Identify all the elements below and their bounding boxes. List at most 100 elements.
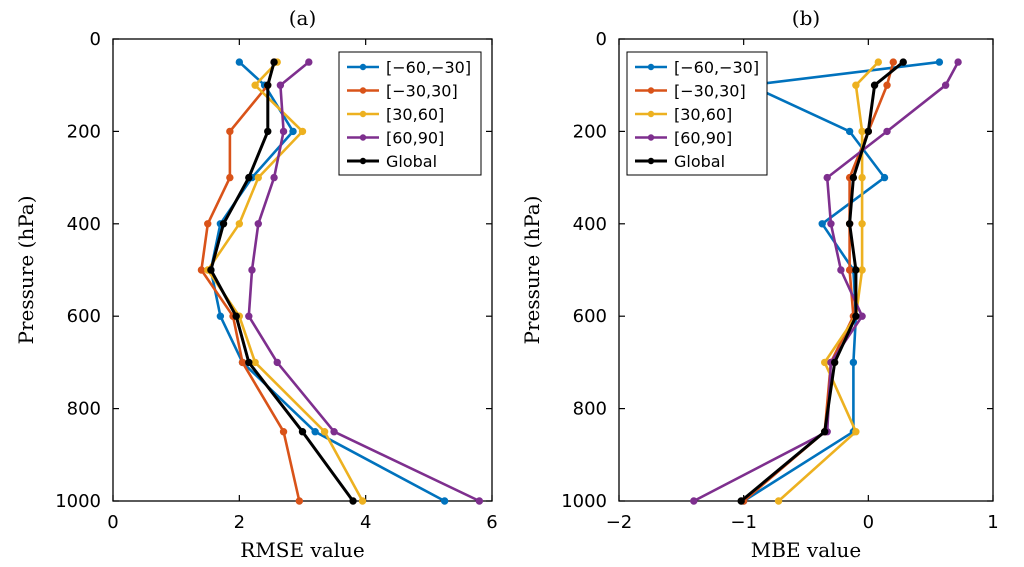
data-point [852, 266, 860, 274]
x-tick-label: 6 [486, 512, 497, 533]
series-line [740, 60, 905, 503]
legend-entry: [−60,−30] [386, 58, 471, 77]
data-point [858, 173, 866, 182]
data-point [883, 81, 891, 89]
data-point [349, 497, 357, 505]
y-tick-label: 200 [67, 121, 101, 142]
data-point [298, 127, 307, 136]
data-point [475, 497, 484, 505]
data-point [852, 428, 860, 436]
data-point [232, 312, 240, 320]
data-point [358, 497, 367, 505]
legend: [−60,−30] [−30,30] [30,60] [60,90] Global [626, 51, 768, 176]
legend-entry: [−30,30] [674, 82, 746, 101]
data-point [219, 220, 228, 228]
x-tick-label: 1 [987, 512, 998, 533]
y-axis-label: Pressure (hPa) [520, 196, 544, 345]
data-point [207, 266, 215, 274]
series-line [743, 60, 940, 503]
data-point [235, 220, 244, 228]
data-point [226, 127, 234, 136]
plot-frame [618, 38, 994, 502]
data-point [276, 81, 285, 89]
data-point [849, 173, 858, 182]
data-point [845, 127, 854, 136]
panel-title: (b) [792, 6, 820, 30]
y-tick-label: 400 [67, 214, 101, 235]
legend-marker [359, 63, 367, 71]
y-tick-label: 0 [90, 29, 101, 50]
x-tick-label: 2 [234, 512, 245, 533]
y-tick-label: 1000 [561, 491, 607, 512]
data-point [216, 312, 225, 320]
data-point [845, 266, 854, 274]
series-line [777, 61, 880, 502]
legend-entry: [60,90] [674, 129, 732, 148]
data-point [245, 312, 253, 320]
data-point [238, 358, 247, 367]
series-line [209, 61, 355, 502]
data-point [226, 173, 234, 182]
series-1 [197, 58, 304, 505]
legend-marker [359, 110, 367, 118]
y-tick-label: 0 [596, 29, 607, 50]
data-point [941, 81, 950, 89]
data-point [264, 127, 272, 136]
data-point [858, 220, 866, 228]
data-point [279, 127, 288, 136]
data-point [690, 497, 698, 505]
data-point [270, 173, 278, 182]
data-point [883, 127, 891, 136]
panel-title: (a) [289, 6, 317, 30]
data-point [289, 127, 297, 136]
data-point [305, 58, 313, 66]
data-point [251, 358, 259, 367]
data-point [320, 428, 329, 436]
data-point [823, 173, 831, 182]
data-point [298, 428, 307, 436]
series-line [206, 61, 364, 502]
y-tick-label: 600 [67, 306, 101, 327]
data-point [440, 497, 449, 505]
series-2 [774, 58, 883, 505]
legend-entry: [30,60] [674, 105, 732, 124]
legend-marker [359, 134, 367, 141]
data-point [821, 428, 829, 436]
chart-panel-1: −2 −1 0 1 0 200 400 600 800 1000 (b) MBE value Press… [520, 6, 999, 562]
data-point [245, 358, 253, 367]
data-point [874, 58, 883, 66]
x-axis-label: MBE value [751, 538, 861, 562]
data-point [852, 312, 860, 320]
data-point [254, 220, 262, 228]
legend-marker [647, 63, 655, 71]
legend-entry: Global [674, 152, 725, 171]
data-point [254, 173, 262, 182]
data-point [935, 58, 944, 66]
data-point [251, 81, 259, 89]
x-tick-label: 4 [360, 512, 371, 533]
series-3 [245, 58, 484, 505]
data-point [245, 173, 253, 182]
x-tick-label: −1 [730, 512, 757, 533]
x-axis-label: RMSE value [240, 538, 365, 562]
x-tick-label: −2 [606, 512, 633, 533]
data-point [889, 58, 897, 66]
series-4 [737, 58, 907, 505]
data-point [204, 220, 212, 228]
data-point [858, 312, 866, 320]
data-point [899, 58, 907, 66]
series-line [200, 61, 301, 502]
series-0 [739, 58, 944, 505]
data-point [311, 428, 319, 436]
legend-marker [359, 157, 367, 165]
data-point [197, 266, 206, 274]
legend-entry: Global [386, 152, 437, 171]
data-point [849, 358, 858, 367]
legend-entry: [−30,30] [386, 82, 458, 101]
legend: [−60,−30] [−30,30] [30,60] [60,90] Global [338, 51, 482, 176]
data-point [880, 173, 889, 182]
data-point [774, 497, 783, 505]
legend-marker [647, 110, 655, 118]
data-point [248, 266, 256, 274]
